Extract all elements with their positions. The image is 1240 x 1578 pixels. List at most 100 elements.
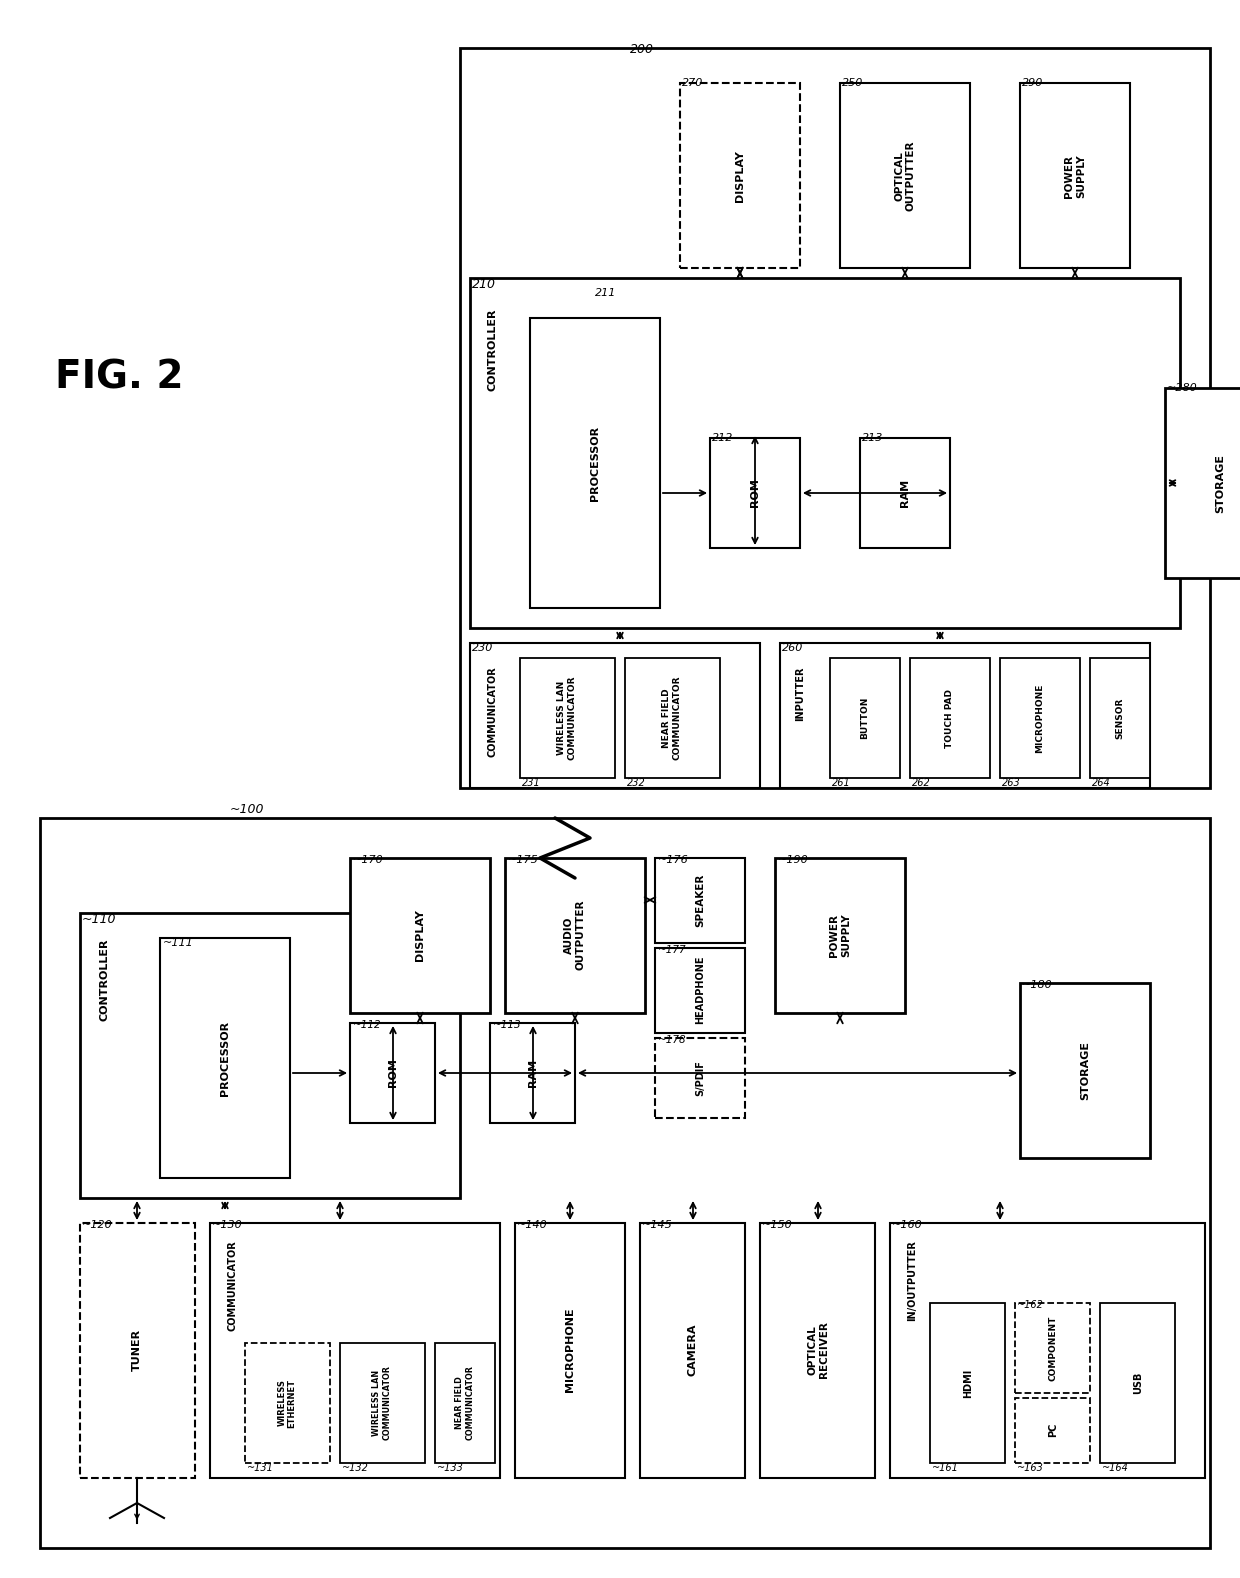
Text: ~280: ~280: [1167, 383, 1198, 393]
Text: PC: PC: [1048, 1423, 1058, 1438]
Text: PROCESSOR: PROCESSOR: [590, 426, 600, 500]
Text: 231: 231: [522, 778, 541, 787]
Text: IN/OUTPUTTER: IN/OUTPUTTER: [906, 1240, 918, 1321]
Bar: [505, 858, 645, 1013]
Bar: [1016, 1303, 1090, 1393]
Text: MICROPHONE: MICROPHONE: [1035, 683, 1044, 753]
Text: ~110: ~110: [82, 914, 117, 926]
Bar: [246, 1343, 330, 1463]
Text: ~178: ~178: [658, 1035, 687, 1045]
Text: 232: 232: [627, 778, 646, 787]
Bar: [350, 1023, 435, 1124]
Bar: [775, 858, 905, 1013]
Text: ~120: ~120: [82, 1220, 113, 1229]
Text: ~132: ~132: [342, 1463, 368, 1472]
Text: NEAR FIELD
COMMUNICATOR: NEAR FIELD COMMUNICATOR: [662, 675, 682, 761]
Text: 200: 200: [630, 43, 653, 55]
Bar: [81, 914, 460, 1198]
Text: ROM: ROM: [750, 478, 760, 508]
Text: WIRELESS LAN
COMMUNICATOR: WIRELESS LAN COMMUNICATOR: [557, 675, 577, 761]
Text: 250: 250: [842, 77, 863, 88]
Text: SPEAKER: SPEAKER: [694, 873, 706, 926]
Text: ~163: ~163: [1017, 1463, 1044, 1472]
Text: STORAGE: STORAGE: [1215, 453, 1225, 513]
Text: ~175: ~175: [508, 855, 538, 865]
Text: ~131: ~131: [247, 1463, 274, 1472]
Bar: [470, 278, 1180, 628]
Text: ~190: ~190: [777, 855, 808, 865]
Bar: [655, 858, 745, 944]
Text: ~113: ~113: [494, 1019, 522, 1030]
Text: POWER
SUPPLY: POWER SUPPLY: [1064, 155, 1086, 197]
Bar: [1016, 1398, 1090, 1463]
Text: MICROPHONE: MICROPHONE: [565, 1308, 575, 1392]
Text: ~162: ~162: [1017, 1300, 1044, 1310]
Text: RAM: RAM: [528, 1059, 538, 1087]
Text: ~145: ~145: [642, 1220, 673, 1229]
Text: 212: 212: [712, 432, 733, 443]
Bar: [780, 642, 1149, 787]
Text: 290: 290: [1022, 77, 1043, 88]
Bar: [1021, 983, 1149, 1158]
Bar: [930, 1303, 1004, 1463]
Text: STORAGE: STORAGE: [1080, 1040, 1090, 1100]
Text: ~164: ~164: [1102, 1463, 1128, 1472]
Text: AUDIO
OUTPUTTER: AUDIO OUTPUTTER: [564, 899, 585, 970]
Bar: [1021, 84, 1130, 268]
Text: COMMUNICATOR: COMMUNICATOR: [487, 666, 497, 757]
Text: ~130: ~130: [212, 1220, 243, 1229]
Bar: [910, 658, 990, 778]
Text: HDMI: HDMI: [963, 1368, 973, 1398]
Bar: [490, 1023, 575, 1124]
Bar: [1090, 658, 1149, 778]
Text: 230: 230: [472, 642, 494, 653]
Bar: [529, 319, 660, 608]
Bar: [340, 1343, 425, 1463]
Text: 264: 264: [1092, 778, 1111, 787]
Bar: [350, 858, 490, 1013]
Bar: [40, 817, 1210, 1548]
Text: ~133: ~133: [436, 1463, 464, 1472]
Text: WIRELESS LAN
COMMUNICATOR: WIRELESS LAN COMMUNICATOR: [372, 1365, 392, 1441]
Text: WIRELESS
ETHERNET: WIRELESS ETHERNET: [278, 1379, 296, 1428]
Text: RAM: RAM: [900, 480, 910, 507]
Text: ~150: ~150: [763, 1220, 792, 1229]
Text: ~112: ~112: [353, 1019, 382, 1030]
Text: 270: 270: [682, 77, 703, 88]
Text: 261: 261: [832, 778, 851, 787]
Text: COMPONENT: COMPONENT: [1049, 1316, 1058, 1381]
Text: ~177: ~177: [658, 945, 687, 955]
Text: FIG. 2: FIG. 2: [55, 358, 184, 396]
Bar: [760, 1223, 875, 1479]
Text: ~170: ~170: [353, 855, 383, 865]
Text: BUTTON: BUTTON: [861, 697, 869, 739]
Bar: [520, 658, 615, 778]
Bar: [160, 937, 290, 1179]
Bar: [640, 1223, 745, 1479]
Bar: [625, 658, 720, 778]
Bar: [839, 84, 970, 268]
Bar: [655, 1038, 745, 1117]
Text: ~176: ~176: [658, 855, 688, 865]
Text: ~161: ~161: [932, 1463, 959, 1472]
Text: USB: USB: [1133, 1371, 1143, 1395]
Bar: [680, 84, 800, 268]
Text: CAMERA: CAMERA: [688, 1324, 698, 1376]
Text: PROCESSOR: PROCESSOR: [219, 1021, 229, 1095]
Bar: [890, 1223, 1205, 1479]
Text: DISPLAY: DISPLAY: [735, 150, 745, 202]
Text: CONTROLLER: CONTROLLER: [487, 308, 497, 390]
Text: 263: 263: [1002, 778, 1021, 787]
Bar: [460, 47, 1210, 787]
Bar: [999, 658, 1080, 778]
Text: OPTICAL
RECEIVER: OPTICAL RECEIVER: [807, 1321, 828, 1379]
Text: 210: 210: [472, 278, 496, 290]
Text: ~100: ~100: [229, 803, 264, 816]
Text: COMMUNICATOR: COMMUNICATOR: [227, 1240, 237, 1330]
Text: NEAR FIELD
COMMUNICATOR: NEAR FIELD COMMUNICATOR: [455, 1365, 475, 1441]
Text: ~111: ~111: [162, 937, 193, 948]
Bar: [81, 1223, 195, 1479]
Bar: [711, 439, 800, 548]
Text: POWER
SUPPLY: POWER SUPPLY: [830, 914, 851, 956]
Text: CONTROLLER: CONTROLLER: [99, 937, 109, 1021]
